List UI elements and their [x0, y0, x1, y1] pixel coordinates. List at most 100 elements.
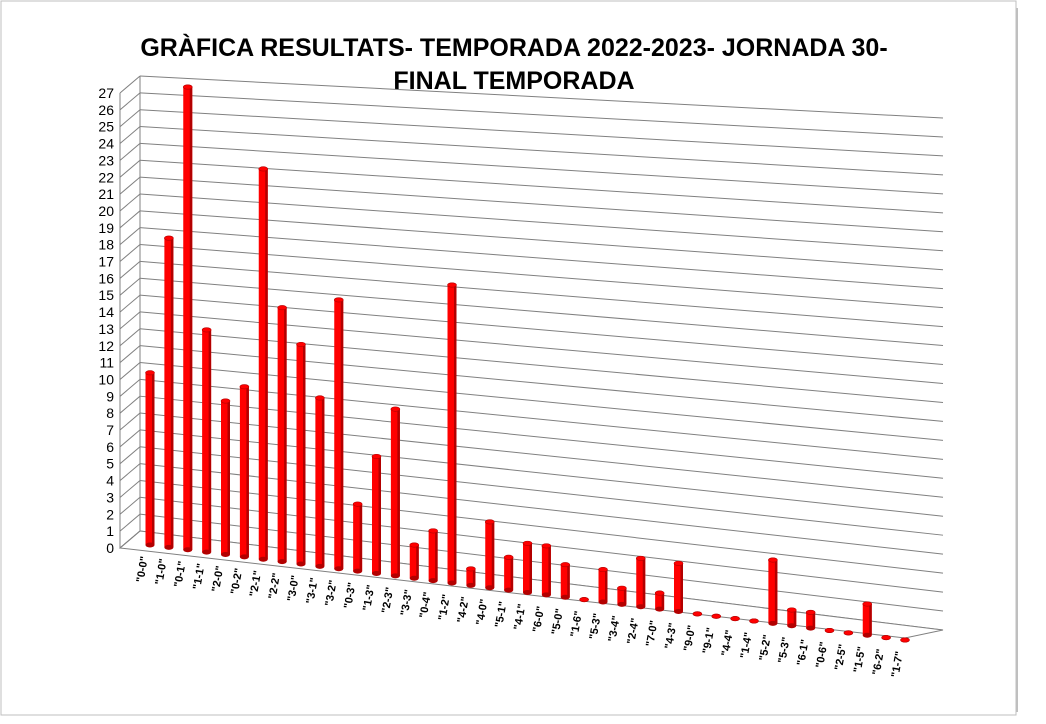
- bar: [654, 590, 665, 612]
- side-gridline: [119, 193, 141, 212]
- x-tick-label: "3-4": [606, 615, 622, 643]
- y-tick-label: 6: [106, 439, 114, 455]
- y-tick-label: 1: [106, 523, 114, 539]
- side-gridline: [119, 362, 141, 380]
- y-tick-label: 5: [106, 456, 114, 472]
- bar: [466, 566, 476, 588]
- side-gridline: [119, 244, 141, 262]
- x-tick-label: "2-4": [625, 617, 641, 645]
- bar: [768, 557, 778, 626]
- x-tick-label: "1-7": [890, 650, 906, 678]
- y-tick-label: 8: [106, 405, 114, 421]
- gridline: [139, 227, 944, 290]
- x-axis: "0-0" "1-0" "0-1" "1-1" "2-0" "0-2" "2-1" "2-2"…: [135, 555, 906, 678]
- gridline: [139, 260, 944, 328]
- x-tick-label: "2-3": [380, 586, 396, 614]
- gridline: [139, 311, 944, 384]
- x-tick-label: "2-0": [210, 565, 226, 593]
- side-gridline: [119, 260, 141, 279]
- y-tick-label: 26: [98, 102, 114, 118]
- y-tick-label: 7: [106, 422, 114, 438]
- side-gridline: [119, 109, 141, 128]
- bar: [333, 297, 344, 572]
- side-gridline: [119, 176, 141, 195]
- x-tick-label: "4-1": [512, 603, 528, 631]
- side-gridline: [119, 463, 141, 481]
- gridline: [139, 496, 944, 593]
- side-gridline: [119, 294, 141, 313]
- gridline: [139, 277, 944, 347]
- gridline: [139, 92, 944, 138]
- bar: [673, 560, 684, 614]
- side-gridline: [119, 446, 141, 465]
- gridline: [139, 176, 944, 233]
- bar: [277, 305, 287, 565]
- side-gridline: [119, 126, 141, 144]
- x-tick-label: "7-0": [644, 620, 660, 648]
- x-tick-label: "5-0": [550, 608, 566, 636]
- y-tick-label: 16: [98, 270, 114, 286]
- bar: [503, 554, 514, 593]
- x-tick-label: "0-6": [814, 641, 830, 669]
- y-tick-label: 3: [106, 489, 114, 505]
- y-tick-label: 13: [98, 321, 114, 337]
- x-tick-label: "1-4": [739, 631, 755, 659]
- gridline: [139, 479, 944, 574]
- bar: [862, 601, 873, 638]
- y-axis: 0123456789101112131415161718192021222324…: [98, 76, 141, 556]
- y-tick-label: 27: [98, 85, 114, 101]
- x-tick-label: "9-1": [701, 627, 717, 655]
- bar: [447, 282, 457, 586]
- x-tick-label: "0-2": [229, 567, 245, 595]
- x-tick-label: "6-1": [795, 639, 811, 667]
- x-tick-label: "1-2": [437, 593, 453, 621]
- gridline: [139, 412, 944, 498]
- bar: [617, 585, 627, 607]
- x-tick-label: "6-0": [531, 605, 547, 633]
- x-tick-label: "1-5": [852, 646, 868, 674]
- bar: [409, 542, 420, 581]
- bar: [730, 616, 740, 622]
- side-gridline: [119, 75, 141, 94]
- x-tick-label: "4-4": [720, 629, 736, 657]
- gridline: [139, 294, 944, 366]
- y-tick-label: 11: [99, 355, 114, 371]
- x-tick-label: "4-2": [455, 596, 471, 624]
- y-tick-label: 15: [98, 287, 114, 303]
- bar: [881, 635, 891, 641]
- gridline: [139, 446, 944, 536]
- bar: [560, 562, 571, 600]
- gridline: [139, 159, 944, 214]
- y-tick-label: 18: [98, 237, 114, 253]
- gridline: [139, 361, 944, 441]
- y-tick-label: 9: [106, 388, 114, 404]
- bar: [258, 166, 269, 562]
- side-gridline: [119, 378, 141, 397]
- x-tick-label: "2-5": [833, 643, 849, 671]
- y-tick-label: 10: [98, 371, 114, 387]
- side-gridline: [119, 429, 141, 448]
- bar: [522, 540, 533, 595]
- bar: [352, 501, 363, 574]
- gridline: [139, 395, 944, 479]
- x-tick-label: "3-3": [399, 589, 415, 617]
- bar: [711, 613, 722, 619]
- gridline: [139, 328, 944, 403]
- x-tick-label: "2-1": [248, 570, 264, 598]
- bar: [805, 609, 816, 631]
- gridline: [139, 210, 944, 271]
- gridline: [139, 345, 944, 422]
- gridline: [139, 463, 944, 555]
- y-tick-label: 14: [98, 304, 114, 320]
- bar: [579, 597, 589, 603]
- gridline: [139, 244, 944, 309]
- bar: [315, 395, 325, 569]
- side-gridline: [119, 92, 141, 111]
- side-gridline: [119, 496, 141, 515]
- bar: [296, 341, 306, 567]
- x-tick-label: "0-0": [135, 555, 151, 583]
- x-tick-label: "1-0": [153, 558, 169, 586]
- x-tick-label: "1-6": [569, 610, 585, 638]
- x-tick-label: "6-2": [871, 648, 887, 676]
